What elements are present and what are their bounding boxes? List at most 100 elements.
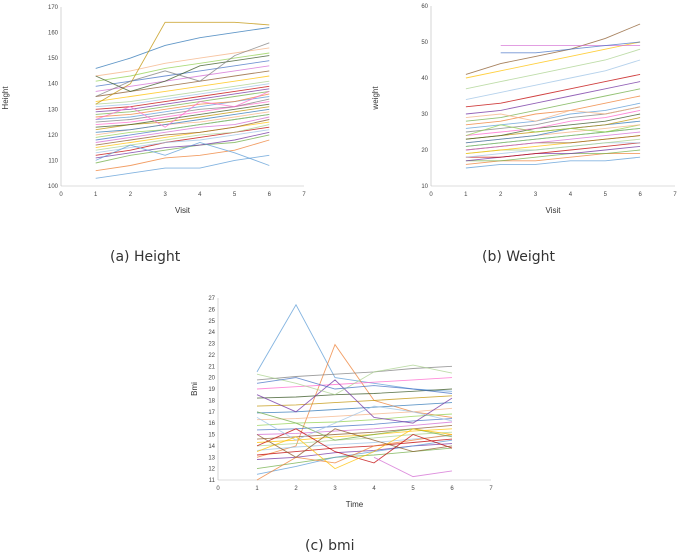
weight-series-line	[465, 120, 641, 144]
height-series-line	[95, 124, 270, 151]
bmi-x-tick-label: 1	[255, 486, 259, 492]
height-x-tick-label: 4	[198, 192, 202, 198]
weight-x-tick-label: 4	[569, 192, 573, 198]
weight-y-tick-label: 20	[421, 148, 428, 154]
bmi-series-line	[256, 364, 453, 396]
bmi-x-tick-label: 2	[294, 486, 298, 492]
bmi-y-tick-label: 17	[208, 410, 215, 416]
bmi-series-line	[256, 407, 453, 421]
bmi-y-tick-label: 26	[208, 307, 215, 313]
height-series-line	[95, 113, 270, 138]
weight-series-line	[465, 109, 641, 137]
bmi-series-line	[256, 435, 453, 451]
weight-series-line	[465, 81, 641, 115]
bmi-series-line	[256, 424, 453, 440]
weight-y-axis-label: weight	[371, 86, 380, 111]
weight-series-line	[465, 73, 641, 108]
height-panel: 0 1 2 3 4 5 6 7 100 110 120 130 140 150 160 170 Visit Hei…	[0, 0, 330, 270]
height-series-line	[95, 85, 270, 110]
weight-series-line	[500, 41, 641, 54]
weight-x-tick-label: 0	[429, 192, 433, 198]
weight-series-line	[465, 59, 641, 101]
height-series-line	[95, 103, 270, 128]
bmi-y-tick-label: 27	[208, 296, 215, 302]
height-y-tick-label: 100	[48, 184, 59, 190]
weight-y-tick-label: 30	[421, 112, 428, 118]
bmi-series-line	[256, 303, 453, 392]
bmi-y-tick-label: 15	[208, 433, 215, 439]
bmi-series-line	[256, 418, 453, 431]
weight-y-tick-label: 50	[421, 40, 428, 46]
height-series-line	[95, 108, 270, 133]
bmi-series-line	[256, 434, 453, 481]
bmi-series-line	[256, 431, 453, 447]
bmi-plot-frame	[185, 285, 509, 516]
height-y-tick-label: 130	[48, 107, 59, 113]
bmi-y-tick-label: 14	[208, 444, 215, 450]
height-x-tick-label: 6	[268, 192, 272, 198]
weight-series-line	[465, 41, 641, 79]
bmi-series-line	[256, 428, 453, 458]
weight-series-line	[465, 124, 641, 137]
height-y-tick-label: 110	[48, 158, 58, 164]
height-y-tick-label: 150	[48, 56, 59, 62]
bmi-y-tick-label: 22	[208, 353, 215, 359]
height-series-line	[95, 55, 270, 92]
height-y-axis-label: Height	[1, 86, 10, 110]
bmi-x-tick-label: 5	[411, 486, 415, 492]
weight-plot-frame	[358, 0, 670, 220]
weight-series-line	[465, 149, 641, 162]
height-series-line	[95, 139, 270, 172]
bmi-series-line	[256, 405, 453, 441]
height-series-line	[95, 88, 270, 113]
height-series-line	[95, 98, 270, 123]
bmi-series-line	[256, 402, 453, 414]
bmi-series-line	[256, 438, 453, 456]
weight-chart: 0 1 2 3 4 5 6 7 10 20 30 40 50 60 Visit weight	[371, 4, 677, 215]
height-y-tick-label: 160	[48, 31, 59, 37]
height-series-line	[95, 154, 270, 179]
bmi-panel: 0 1 2 3 4 5 6 7 11 12 13 14 15 16 17 18 19 20 21 22 23 24 25 26…	[185, 285, 515, 557]
bmi-y-tick-label: 19	[208, 387, 215, 393]
bmi-y-axis-label: Bmi	[190, 382, 199, 396]
bmi-y-tick-label: 18	[208, 398, 215, 404]
bmi-x-tick-label: 7	[489, 486, 493, 492]
weight-series-line	[465, 102, 641, 129]
bmi-series-line	[256, 377, 453, 394]
height-y-tick-label: 170	[48, 5, 59, 11]
weight-series-line	[465, 153, 641, 165]
height-series-line	[95, 116, 270, 143]
height-x-tick-label: 1	[94, 192, 98, 198]
bmi-series-line	[256, 379, 453, 424]
bmi-series-line	[373, 456, 453, 478]
height-series-line	[95, 90, 270, 128]
height-x-tick-label: 2	[129, 192, 133, 198]
bmi-series-line	[256, 395, 453, 407]
height-series-line	[95, 80, 270, 105]
bmi-y-tick-label: 13	[208, 455, 215, 461]
weight-series-line	[465, 124, 641, 147]
weight-y-tick-label: 10	[421, 184, 428, 190]
bmi-x-tick-label: 3	[333, 486, 337, 492]
bmi-y-tick-label: 16	[208, 421, 215, 427]
height-series-line	[95, 134, 270, 164]
weight-series-line	[465, 48, 641, 90]
height-series-line	[95, 27, 270, 69]
height-series-line	[95, 47, 270, 77]
weight-x-tick-label: 6	[638, 192, 642, 198]
height-series-line	[95, 83, 270, 108]
weight-series-line	[465, 145, 641, 162]
height-x-tick-label: 0	[59, 192, 63, 198]
height-series-line	[95, 42, 270, 97]
height-series-line	[95, 142, 270, 166]
bmi-series-line	[256, 413, 453, 426]
bmi-x-tick-label: 0	[216, 486, 220, 492]
weight-x-tick-label: 1	[464, 192, 468, 198]
height-series-line	[95, 119, 270, 146]
height-y-tick-label: 120	[48, 133, 59, 139]
weight-series-line	[465, 88, 641, 122]
bmi-caption: (c) bmi	[305, 538, 355, 554]
height-series-line	[95, 52, 270, 82]
height-series-line	[95, 131, 270, 159]
bmi-x-tick-label: 6	[450, 486, 454, 492]
